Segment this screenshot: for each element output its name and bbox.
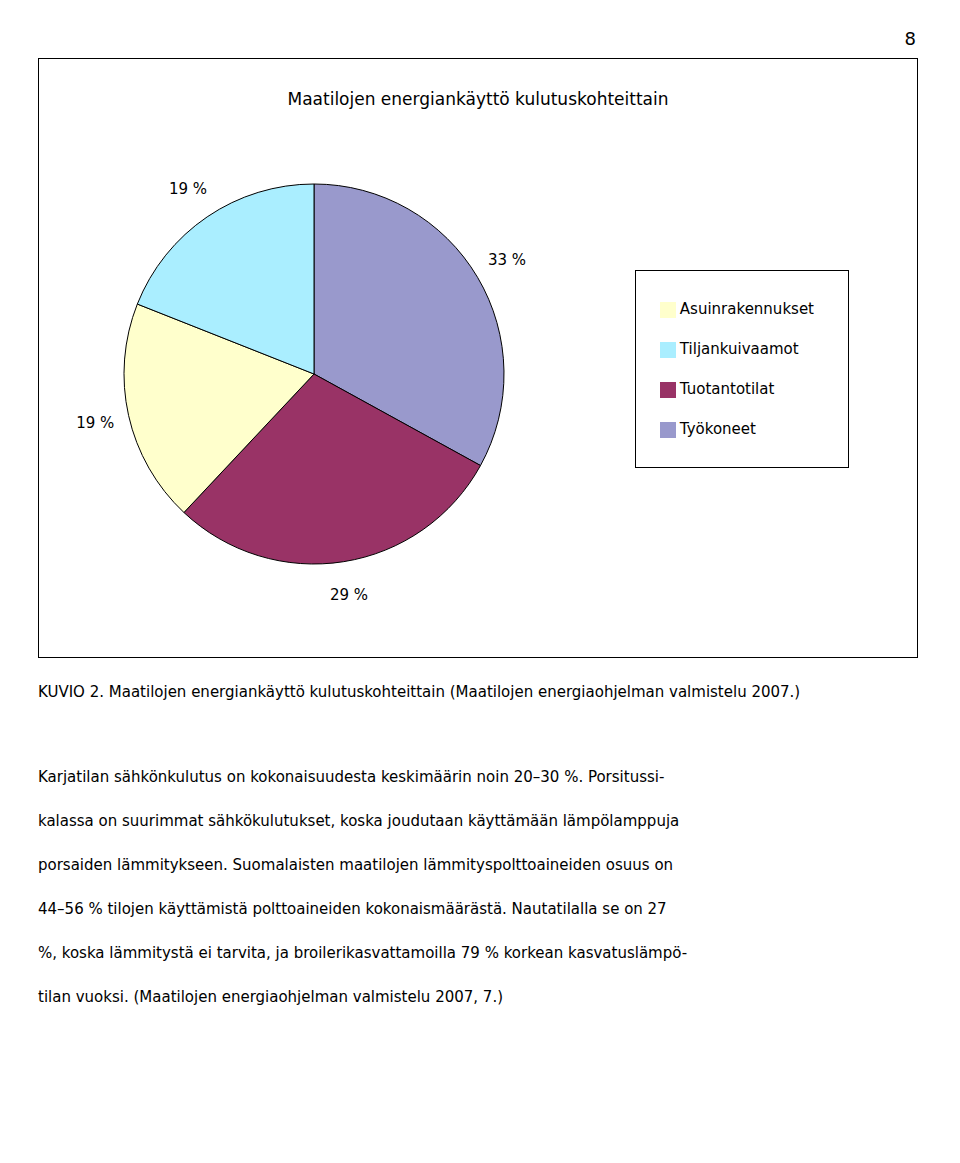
svg-text:33 %: 33 %: [488, 251, 526, 269]
html-text:Tiljankuivaamot: Tiljankuivaamot: [679, 340, 799, 358]
html-text:%, koska lämmitystä ei tarvita: %, koska lämmitystä ei tarvita, ja broil…: [38, 944, 688, 962]
html-text:Tuotantotilat: Tuotantotilat: [679, 380, 775, 398]
html-text:8: 8: [904, 28, 916, 49]
svg-text:19 %: 19 %: [76, 414, 114, 432]
html-text:44–56 % tilojen käyttämistä po: 44–56 % tilojen käyttämistä polttoaineid…: [38, 900, 667, 918]
html-text:tilan vuoksi. (Maatilojen ener: tilan vuoksi. (Maatilojen energiaohjelma…: [38, 988, 503, 1006]
html-text:kalassa on suurimmat sähkökulu: kalassa on suurimmat sähkökulutukset, ko…: [38, 812, 680, 830]
html-text:Asuinrakennukset: Asuinrakennukset: [679, 300, 814, 318]
html-text:porsaiden lämmitykseen. Suomal: porsaiden lämmitykseen. Suomalaisten maa…: [38, 856, 674, 874]
svg-text:19 %: 19 %: [169, 180, 207, 198]
html-text:Karjatilan sähkönkulutus on ko: Karjatilan sähkönkulutus on kokonaisuude…: [38, 768, 665, 786]
html-text:Työkoneet: Työkoneet: [679, 420, 756, 438]
html-text:KUVIO 2. Maatilojen energiankä: KUVIO 2. Maatilojen energiankäyttö kulut…: [38, 683, 801, 701]
html-text:Maatilojen energiankäyttö kulu: Maatilojen energiankäyttö kulutuskohteit…: [287, 89, 669, 109]
svg-text:29 %: 29 %: [330, 586, 368, 604]
